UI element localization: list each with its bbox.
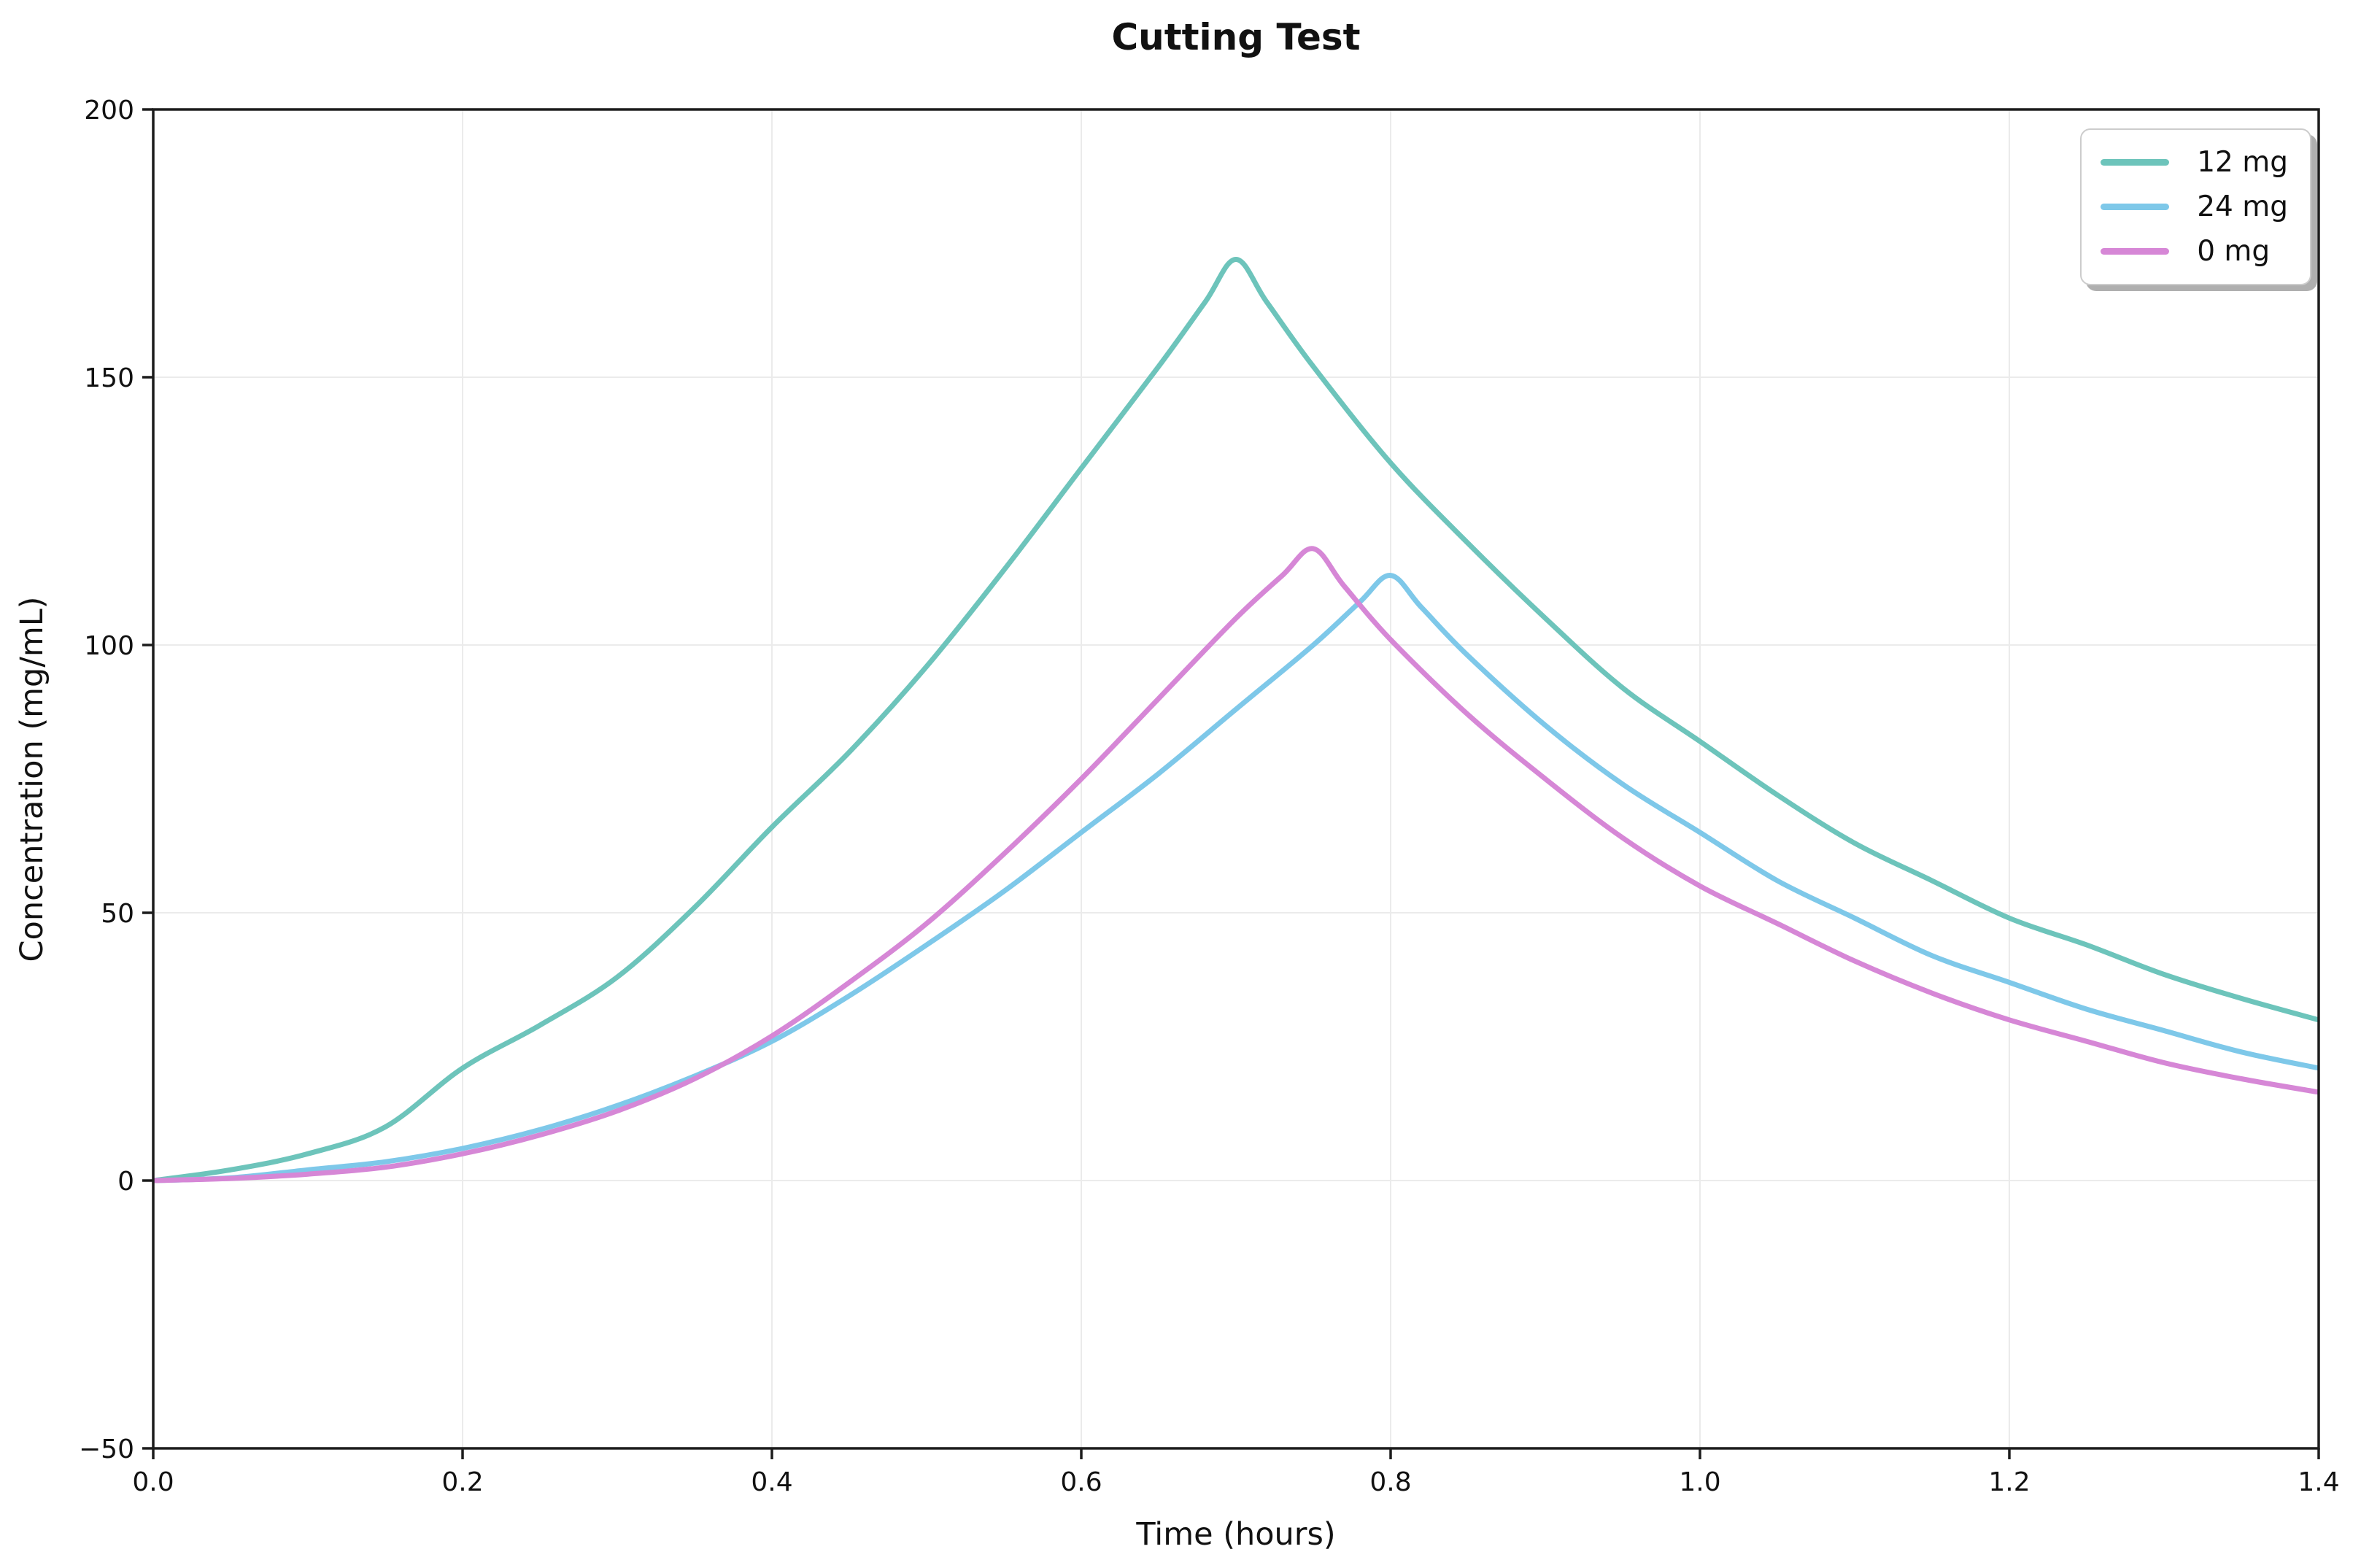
legend-line-sample [2101,204,2170,210]
legend-item: 24 mg [2101,190,2288,223]
legend-item: 0 mg [2101,235,2288,268]
y-axis-label: Concentration (mg/mL) [14,596,50,962]
legend-item: 12 mg [2101,146,2288,179]
y-tick-label: 200 [84,96,134,125]
legend: 12 mg 24 mg 0 mg [2080,128,2311,285]
legend-label: 0 mg [2197,235,2271,268]
x-tick-label: 1.4 [2298,1467,2339,1497]
y-tick-label: 50 [101,899,134,929]
x-tick-label: 0.0 [132,1467,174,1497]
x-tick-label: 0.8 [1369,1467,1411,1497]
y-tick-label: −50 [79,1434,134,1464]
x-tick-label: 1.0 [1679,1467,1720,1497]
chart-title: Cutting Test [1111,16,1361,58]
x-tick-label: 1.2 [1988,1467,2030,1497]
series-line-0-mg [153,546,2319,1183]
y-tick-label: 150 [84,363,134,393]
x-tick-label: 0.4 [751,1467,792,1497]
legend-line-sample [2101,248,2170,255]
x-axis-label: Time (hours) [1136,1516,1336,1553]
legend-line-sample [2101,159,2170,166]
y-tick-label: 100 [84,631,134,661]
x-tick-label: 0.2 [441,1467,483,1497]
y-tick-label: 0 [117,1167,134,1197]
legend-label: 12 mg [2197,146,2288,179]
x-tick-label: 0.6 [1060,1467,1102,1497]
legend-label: 24 mg [2197,190,2288,223]
series-line-24-mg [153,573,2319,1183]
plot-spines [152,108,2320,1450]
series-line-12-mg [153,257,2319,1183]
